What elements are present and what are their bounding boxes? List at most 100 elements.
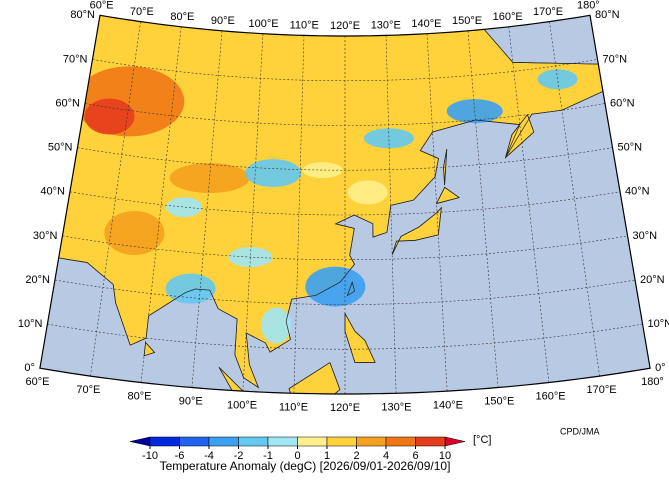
lon-label: 130°E — [371, 19, 401, 31]
parallel — [77, 147, 613, 171]
lon-label: 100°E — [248, 18, 278, 30]
lon-label: 120°E — [330, 402, 360, 414]
lon-label: 150°E — [452, 15, 482, 27]
colorbar-tick-label: -2 — [234, 450, 244, 462]
lon-label: 90°E — [211, 15, 235, 27]
lat-label: 40°N — [625, 186, 650, 198]
lon-label: 160°E — [535, 391, 565, 403]
colorbar: -10 -6 -4 -2 -1 0 1 2 4 6 10[°C] — [129, 434, 491, 462]
lon-label: 180° — [577, 0, 600, 11]
lat-label: 30°N — [33, 230, 58, 242]
colorbar-unit: [°C] — [473, 434, 491, 446]
colorbar-bin — [415, 436, 446, 447]
anomaly-area — [261, 307, 292, 344]
colorbar-tick-label: -10 — [142, 450, 158, 462]
lon-label: 110°E — [290, 19, 319, 31]
colorbar-tick-label: 4 — [383, 450, 389, 462]
lon-label: 60°E — [26, 376, 50, 388]
map-frame — [39, 14, 651, 395]
parallel — [84, 103, 606, 126]
lon-label: 170°E — [533, 6, 563, 18]
lon-label: 130°E — [381, 402, 411, 414]
anomaly-area — [166, 197, 203, 218]
coordinate-labels: 60°E 60°E 70°E 70°E 80°E 80°E 90°E 90°E 100°E 100… — [18, 0, 669, 414]
colorbar-bin — [179, 436, 210, 447]
coastline — [391, 206, 442, 255]
lat-label: 70°N — [63, 53, 88, 65]
lat-label: 80°N — [70, 9, 95, 21]
parallel — [54, 279, 636, 305]
lon-label: 140°E — [433, 399, 463, 411]
lon-label: 80°E — [170, 11, 194, 23]
lon-label: 180° — [641, 376, 664, 388]
lon-label: 170°E — [587, 384, 617, 396]
lat-label: 0° — [655, 362, 666, 374]
title: Temperature Anomaly (degC) [2026/09/01-2… — [160, 459, 451, 473]
lat-label: 30°N — [633, 230, 658, 242]
colorbar-under — [129, 436, 151, 447]
parallel — [69, 191, 621, 216]
lon-label: 70°E — [76, 384, 100, 396]
anomaly-area — [363, 128, 414, 149]
land-layer — [39, 15, 624, 395]
colorbar-bin — [149, 436, 180, 447]
colorbar-tick-label: -1 — [263, 450, 273, 462]
lon-label: 60°E — [90, 0, 114, 11]
lat-label: 10°N — [648, 318, 669, 330]
coastline — [435, 186, 460, 205]
lon-label: 100°E — [227, 399, 257, 411]
lat-label: 70°N — [602, 53, 627, 65]
lon-label: 90°E — [179, 396, 203, 408]
credit: CPD/JMA — [560, 426, 600, 436]
colorbar-bin — [326, 436, 357, 447]
lat-label: 20°N — [25, 274, 50, 286]
colorbar-bin — [208, 436, 239, 447]
colorbar-bin — [238, 436, 269, 447]
anomaly-area — [84, 98, 135, 135]
lon-label: 110°E — [279, 402, 308, 414]
coastline — [346, 280, 356, 297]
anomaly-area — [305, 266, 366, 307]
lat-label: 0° — [24, 362, 35, 374]
lat-label: 10°N — [18, 318, 43, 330]
colorbar-tick-label: 0 — [294, 450, 300, 462]
lat-label: 60°N — [55, 97, 80, 109]
colorbar-bin — [267, 436, 298, 447]
colorbar-bin — [385, 436, 416, 447]
lon-label: 70°E — [130, 6, 154, 18]
anomaly-area — [245, 159, 302, 188]
anomaly-area — [302, 162, 343, 179]
colorbar-tick-label: -4 — [204, 450, 214, 462]
lon-label: 140°E — [411, 18, 441, 30]
lat-label: 20°N — [640, 274, 665, 286]
graticule — [47, 21, 643, 394]
lat-label: 40°N — [40, 186, 65, 198]
lat-label: 80°N — [595, 9, 620, 21]
coastline — [288, 362, 341, 395]
colorbar-tick-label: -6 — [175, 450, 185, 462]
lat-label: 60°N — [610, 97, 635, 109]
anomaly-area — [165, 273, 216, 304]
lon-label: 160°E — [493, 11, 523, 23]
coastline — [344, 312, 376, 363]
colorbar-tick-label: 1 — [324, 450, 330, 462]
anomaly-area — [537, 69, 578, 90]
anomaly-area — [347, 180, 388, 205]
parallel — [92, 59, 598, 82]
lon-label: 80°E — [127, 391, 151, 403]
lon-label: 120°E — [330, 20, 360, 32]
colorbar-tick-label: 10 — [439, 450, 451, 462]
colorbar-bin — [297, 436, 328, 447]
coastline — [218, 366, 264, 395]
lat-label: 50°N — [618, 142, 643, 154]
colorbar-tick-label: 2 — [353, 450, 359, 462]
anomaly-area — [104, 210, 165, 255]
colorbar-tick-label: 6 — [412, 450, 418, 462]
lat-label: 50°N — [48, 142, 73, 154]
colorbar-bin — [356, 436, 387, 447]
anomaly-area — [169, 162, 250, 193]
colorbar-over — [444, 436, 466, 447]
parallel — [62, 235, 628, 261]
